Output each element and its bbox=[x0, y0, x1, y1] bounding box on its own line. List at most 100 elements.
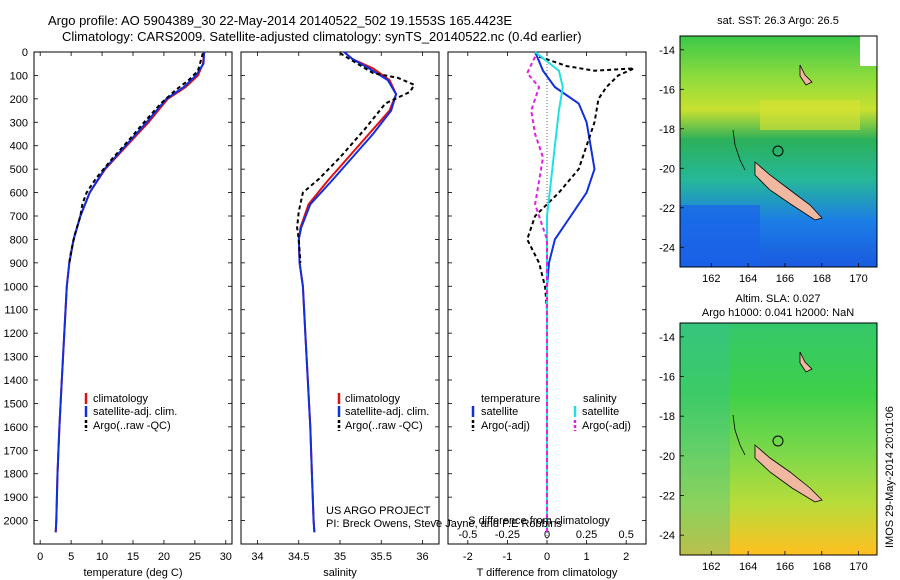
depth-tick-label: 1100 bbox=[4, 305, 28, 317]
salinity-plot-frame bbox=[240, 51, 440, 545]
salinity-xlabel: salinity bbox=[323, 567, 357, 579]
sla-map-coastline-new-caledonia bbox=[754, 444, 823, 503]
x-axes: 0 5 10 15 20 25 30 34 34.5 35 35.5 36 -2 -1 0 1 2 -0.5 -0.… bbox=[37, 52, 634, 563]
map-y-tick-label: -24 bbox=[659, 530, 675, 542]
depth-tick-label: 200 bbox=[10, 94, 28, 106]
temperature-series-climatology bbox=[54, 51, 206, 533]
map-y-tick-label: -14 bbox=[659, 45, 675, 57]
x-tick-label: 1 bbox=[584, 551, 590, 563]
sst-map-reef-outline bbox=[732, 129, 746, 171]
map-x-tick-label: 162 bbox=[702, 561, 720, 573]
depth-tick-label: 1800 bbox=[4, 469, 28, 481]
difference-xlabel: T difference from climatology bbox=[477, 567, 618, 579]
map-x-tick-label: 168 bbox=[813, 561, 831, 573]
legend-label-s-satellite: satellite bbox=[582, 406, 619, 418]
legend-label-s-argo: Argo(-adj) bbox=[582, 420, 631, 432]
map-y-tick-label: -16 bbox=[659, 372, 675, 384]
x-tick-label: 0 bbox=[37, 551, 43, 563]
x-tick-label: 34 bbox=[251, 551, 263, 563]
map-y-tick-label: -20 bbox=[659, 163, 675, 175]
map-y-tick-label: -22 bbox=[659, 491, 675, 503]
sla-map-argo-location bbox=[772, 435, 784, 447]
depth-tick-label: 700 bbox=[10, 211, 28, 223]
map-x-tick-label: 170 bbox=[849, 273, 867, 285]
x-tick-label: 20 bbox=[158, 551, 170, 563]
depth-tick-label: 100 bbox=[10, 70, 28, 82]
sla-map-axes: 162 164 166 168 170 -14 -16 -18 -20 -22 -24 bbox=[659, 332, 868, 573]
depth-axis: 0 100 200 300 400 500 600 700 800 900 1000 1100 1200… bbox=[4, 47, 646, 528]
sst-map bbox=[679, 35, 878, 268]
depth-tick-label: 1900 bbox=[4, 492, 28, 504]
depth-tick-label: 1200 bbox=[4, 328, 28, 340]
salinity-series-satellite-adj-clim- bbox=[297, 51, 398, 533]
sst-map-axes: 162 164 166 168 170 -14 -16 -18 -20 -22 -24 bbox=[659, 45, 868, 285]
x-tick-label: 25 bbox=[189, 551, 201, 563]
legend-title-salinity: salinity bbox=[583, 393, 617, 405]
legend-label-t-satellite: satellite bbox=[481, 406, 518, 418]
map-x-tick-label: 164 bbox=[739, 273, 757, 285]
sla-map-field bbox=[680, 323, 877, 555]
sst-map-coastline-vanuatu bbox=[799, 64, 813, 86]
depth-tick-label: 1300 bbox=[4, 352, 28, 364]
x-tick-label: 0 bbox=[544, 551, 550, 563]
depth-tick-label: 1700 bbox=[4, 445, 28, 457]
temperature-plot-frame bbox=[33, 51, 233, 545]
depth-tick-label: 900 bbox=[10, 258, 28, 270]
map-x-tick-label: 170 bbox=[849, 561, 867, 573]
x-tick-label: 36 bbox=[416, 551, 428, 563]
timestamp: IMOS 29-May-2014 20:01:06 bbox=[884, 406, 896, 548]
x-tick-label: 5 bbox=[68, 551, 74, 563]
x-tick-label: 10 bbox=[96, 551, 108, 563]
map-x-tick-label: 164 bbox=[739, 561, 757, 573]
figure-title-line1: Argo profile: AO 5904389_30 22-May-2014 … bbox=[48, 13, 512, 28]
sla-map bbox=[679, 322, 878, 556]
map-y-tick-label: -22 bbox=[659, 203, 675, 215]
legend-label-argo: Argo(..raw -QC) bbox=[345, 420, 423, 432]
map-x-tick-label: 166 bbox=[776, 561, 794, 573]
salinity-legend: climatology satellite-adj. clim. Argo(..… bbox=[337, 393, 429, 432]
sst-map-warm-patch bbox=[760, 100, 860, 130]
map-y-tick-label: -24 bbox=[659, 242, 675, 254]
map-y-tick-label: -16 bbox=[659, 84, 675, 96]
map-y-tick-label: -14 bbox=[659, 332, 675, 344]
sla-map-west-band bbox=[680, 323, 730, 555]
depth-tick-label: 1500 bbox=[4, 398, 28, 410]
legend-label-climatology: climatology bbox=[345, 393, 401, 405]
map-x-tick-label: 166 bbox=[776, 273, 794, 285]
x-tick-label: -2 bbox=[463, 551, 473, 563]
temperature-legend: climatology satellite-adj. clim. Argo(..… bbox=[84, 393, 177, 432]
legend-label-satellite: satellite-adj. clim. bbox=[93, 406, 177, 418]
sst-map-cloud-gap bbox=[860, 36, 877, 66]
sst-map-title: sat. SST: 26.3 Argo: 26.5 bbox=[717, 15, 839, 27]
x-tick-label: -1 bbox=[503, 551, 513, 563]
depth-tick-label: 2000 bbox=[4, 516, 28, 528]
differences-series-s-satellite bbox=[534, 51, 564, 533]
depth-tick-label: 600 bbox=[10, 188, 28, 200]
x-tick-label: 35 bbox=[334, 551, 346, 563]
sst-map-cool-patch bbox=[680, 205, 760, 267]
sst-map-argo-location bbox=[772, 145, 784, 157]
x-tick-label: 15 bbox=[127, 551, 139, 563]
depth-tick-label: 1000 bbox=[4, 281, 28, 293]
temperature-series-argo-raw-qc- bbox=[68, 52, 204, 264]
depth-tick-label: 1600 bbox=[4, 422, 28, 434]
x-tick-label: 34.5 bbox=[288, 551, 309, 563]
map-y-tick-label: -18 bbox=[659, 411, 675, 423]
map-x-tick-label: 162 bbox=[702, 273, 720, 285]
legend-label-t-argo: Argo(-adj) bbox=[481, 420, 530, 432]
salinity-diff-tick-label: -0.25 bbox=[495, 529, 520, 541]
legend-title-temperature: temperature bbox=[481, 393, 540, 405]
sla-map-coastline-vanuatu bbox=[799, 351, 813, 373]
temperature-series-satellite-adj-clim- bbox=[54, 51, 206, 533]
depth-tick-label: 0 bbox=[22, 47, 28, 59]
legend-label-climatology: climatology bbox=[93, 393, 149, 405]
sla-map-title-line2: Argo h1000: 0.041 h2000: NaN bbox=[702, 307, 854, 319]
map-y-tick-label: -18 bbox=[659, 124, 675, 136]
differences-series-t-satellite bbox=[534, 51, 596, 533]
depth-tick-label: 400 bbox=[10, 141, 28, 153]
salinity-diff-tick-label: -0.5 bbox=[458, 529, 477, 541]
differences-series-s-argo-adj- bbox=[526, 56, 548, 533]
sla-map-reef-outline bbox=[732, 414, 746, 456]
profile-series bbox=[54, 51, 635, 533]
